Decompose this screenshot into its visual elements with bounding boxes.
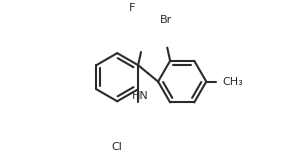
Text: HN: HN xyxy=(132,91,148,101)
Text: Br: Br xyxy=(160,15,172,25)
Text: CH₃: CH₃ xyxy=(222,77,243,87)
Text: F: F xyxy=(129,3,136,13)
Text: Cl: Cl xyxy=(111,142,122,152)
